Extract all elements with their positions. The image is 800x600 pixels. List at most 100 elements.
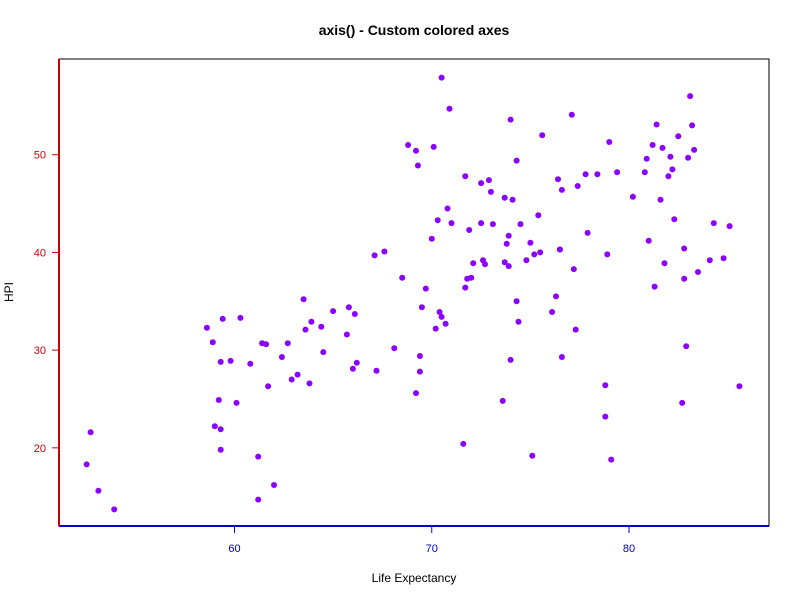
data-point: [219, 315, 226, 322]
data-point: [489, 221, 496, 228]
data-point: [233, 399, 240, 406]
data-point: [505, 263, 512, 270]
data-point: [265, 383, 272, 390]
data-point: [351, 311, 358, 317]
x-tick-label: 80: [623, 543, 635, 555]
data-point: [517, 221, 524, 228]
data-point: [306, 380, 313, 387]
data-point: [414, 162, 421, 169]
data-point: [217, 426, 224, 433]
data-point: [353, 359, 360, 366]
data-point: [501, 259, 508, 266]
data-point: [679, 399, 686, 406]
data-point: [413, 390, 419, 397]
y-axis-ticks: 20 30 40 50: [34, 150, 59, 455]
data-point: [553, 293, 559, 300]
data-point: [499, 397, 506, 404]
data-point: [687, 93, 694, 100]
data-point: [527, 239, 534, 246]
data-point: [695, 269, 701, 275]
data-point: [614, 169, 621, 176]
data-point: [726, 223, 733, 230]
data-point: [111, 506, 118, 513]
data-point: [669, 166, 676, 173]
data-point: [659, 144, 666, 151]
data-point: [284, 340, 291, 347]
data-point: [381, 248, 388, 255]
data-point: [503, 240, 510, 247]
data-point: [438, 313, 445, 320]
data-point: [444, 205, 451, 212]
data-point: [215, 397, 222, 403]
data-point: [657, 196, 664, 203]
data-point: [271, 482, 277, 488]
data-point: [555, 176, 561, 183]
data-point: [399, 274, 406, 281]
data-point: [371, 252, 378, 259]
data-point: [343, 331, 350, 338]
data-point: [651, 283, 658, 290]
data-point: [308, 318, 315, 325]
x-axis-label: Life Expectancy: [372, 571, 457, 585]
data-point: [209, 339, 216, 346]
data-point: [263, 341, 270, 348]
data-point: [515, 318, 522, 325]
data-point: [294, 371, 301, 378]
y-tick-label: 50: [34, 150, 46, 162]
data-point: [535, 212, 542, 219]
data-point: [594, 171, 601, 178]
data-point: [462, 284, 469, 291]
data-point: [681, 275, 688, 282]
data-point: [671, 216, 678, 223]
chart-title: axis() - Custom colored axes: [319, 22, 510, 38]
data-point: [373, 367, 380, 374]
x-axis-ticks: 60 70 80: [228, 526, 635, 555]
data-point: [438, 74, 445, 81]
data-point: [736, 383, 743, 390]
data-point: [558, 186, 565, 193]
data-point: [391, 345, 398, 352]
data-point: [95, 487, 102, 494]
data-point: [300, 296, 307, 303]
data-point: [685, 154, 692, 161]
data-point: [448, 220, 455, 227]
data-point: [255, 496, 262, 503]
data-point: [513, 157, 520, 164]
plot-box: [58, 58, 770, 527]
data-point: [203, 324, 210, 331]
data-point: [661, 260, 668, 267]
data-point: [570, 266, 577, 273]
x-tick-label: 60: [228, 543, 240, 555]
data-point: [302, 326, 309, 333]
data-point: [689, 122, 696, 129]
data-point: [422, 285, 429, 292]
data-point: [320, 349, 327, 356]
data-point: [602, 413, 609, 420]
data-point: [349, 365, 356, 372]
data-point: [549, 309, 556, 315]
data-point: [531, 251, 538, 258]
data-point: [505, 232, 512, 239]
data-point: [691, 146, 698, 153]
data-point: [507, 116, 514, 123]
data-point: [87, 429, 94, 436]
data-point: [706, 257, 713, 264]
data-point: [556, 246, 563, 253]
data-point: [649, 142, 656, 148]
data-point: [434, 217, 441, 224]
data-point: [278, 354, 285, 360]
data-point: [507, 356, 514, 363]
data-point: [416, 368, 423, 375]
data-point: [468, 274, 475, 281]
data-point: [681, 245, 688, 252]
data-point: [247, 360, 254, 367]
data-point: [537, 249, 544, 256]
data-point: [237, 314, 244, 321]
data-point: [330, 308, 337, 315]
data-point: [643, 155, 650, 162]
x-tick-label: 70: [426, 543, 438, 555]
data-point: [665, 173, 672, 180]
y-tick-label: 30: [34, 345, 46, 357]
data-point: [513, 298, 520, 305]
